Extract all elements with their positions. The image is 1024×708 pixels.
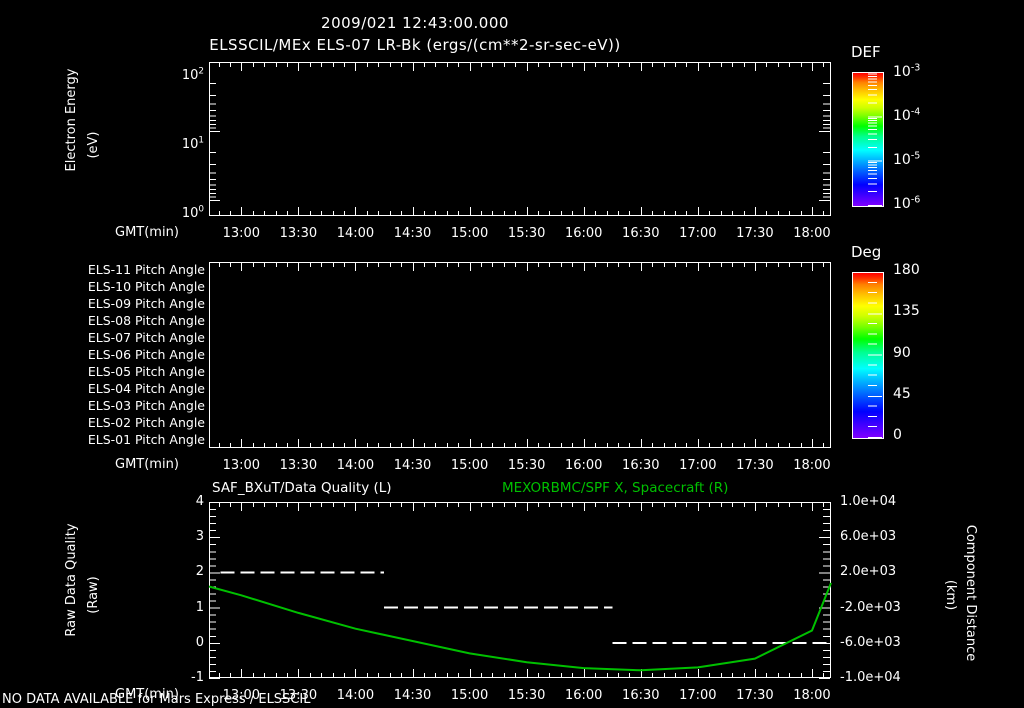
xtick-label: 18:00	[793, 458, 831, 473]
panel3-ytitle-left-line2: (Raw)	[86, 576, 101, 614]
colorbar-def-label-4: 10-4	[893, 106, 921, 124]
panel3-plot-area[interactable]	[199, 495, 859, 690]
colorbar-def-title: DEF	[851, 43, 881, 61]
pitch-angle-row-label: ELS-10 Pitch Angle	[87, 279, 205, 295]
xtick-label: 17:00	[679, 688, 717, 703]
xtick-label: 17:30	[736, 226, 774, 241]
xtick-label: 14:00	[336, 226, 375, 241]
pitch-angle-row-label: ELS-08 Pitch Angle	[87, 313, 205, 329]
xtick-label: 15:30	[507, 458, 546, 473]
panel3-ytitle-right-line1: Component Distance	[963, 524, 978, 662]
colorbar-deg-label: 135	[893, 303, 920, 320]
no-data-status-message: NO DATA AVAILABLE for Mars Express / ELS…	[2, 692, 311, 707]
xtick-label: 15:30	[507, 688, 546, 703]
panel3-ytick-left: 1	[195, 599, 204, 615]
xtick-label: 13:30	[279, 688, 318, 703]
xtick-label: 18:00	[793, 226, 831, 241]
colorbar-deg-label: 0	[893, 427, 902, 443]
panel-data-quality[interactable]	[209, 502, 831, 678]
panel3-ytick-left: 4	[195, 494, 204, 509]
panel3-ytick-right: 1.0e+04	[840, 494, 897, 509]
xtick-label: 16:00	[564, 458, 603, 473]
panel3-ytick-right: 2.0e+03	[840, 564, 897, 580]
panel1-ytick-1: 101	[181, 135, 204, 152]
plot-subtitle: ELSSCIL/MEx ELS-07 LR-Bk (ergs/(cm**2-sr…	[209, 36, 621, 54]
colorbar-deg-label: 90	[893, 344, 911, 361]
panel1-ytitle-line2: (eV)	[86, 131, 101, 159]
xtick-label: 13:00	[222, 458, 261, 473]
xtick-label: 16:30	[622, 688, 660, 703]
pitch-angle-row-label: ELS-11 Pitch Angle	[87, 262, 205, 278]
panel3-ytick-left: 0	[195, 634, 204, 650]
panel3-ytick-right: -6.0e+03	[840, 634, 901, 650]
xtick-label: 17:30	[736, 688, 774, 703]
pitch-angle-row-label: ELS-04 Pitch Angle	[87, 380, 205, 396]
colorbar-deg-label: 45	[893, 385, 911, 402]
colorbar-def-ticks	[868, 72, 882, 206]
panel3-xaxis-label: GMT(min)	[115, 687, 179, 702]
panel3-ytick-left: 2	[195, 564, 204, 580]
xtick-label: 16:30	[622, 458, 660, 473]
panel3-ytick-right: 6.0e+03	[840, 529, 897, 545]
panel2-xaxis-label: GMT(min)	[115, 457, 179, 472]
xtick-label: 13:00	[222, 688, 261, 703]
panel-electron-energy[interactable]	[209, 62, 831, 216]
xtick-label: 14:30	[393, 226, 432, 241]
xtick-label: 17:00	[679, 458, 717, 473]
panel1-axis-ticks	[209, 62, 830, 216]
panel3-ytick-left: -1	[191, 670, 204, 685]
panel3-ytitle-right-line2: (km)	[943, 579, 958, 611]
xtick-label: 13:00	[222, 226, 261, 241]
pitch-angle-row-label: ELS-02 Pitch Angle	[87, 414, 205, 430]
panel3-ytitle-left-line1: Raw Data Quality	[64, 523, 79, 637]
colorbar-deg-label: 180	[893, 262, 920, 278]
plot-timestamp-title: 2009/021 12:43:00.000	[321, 14, 509, 32]
panel1-xaxis-label: GMT(min)	[115, 225, 179, 240]
xtick-label: 15:00	[450, 688, 489, 703]
pitch-angle-row-label: ELS-09 Pitch Angle	[87, 296, 205, 312]
xtick-label: 13:30	[279, 226, 318, 241]
panel-pitch-angles[interactable]	[209, 262, 831, 448]
panel3-legend-right: MEXORBMC/SPF X, Spacecraft (R)	[502, 480, 729, 496]
xtick-label: 14:00	[336, 458, 375, 473]
pitch-angle-row-label: ELS-07 Pitch Angle	[87, 330, 205, 346]
xtick-label: 16:00	[564, 688, 603, 703]
pitch-angle-row-label: ELS-05 Pitch Angle	[87, 363, 205, 379]
xtick-label: 15:30	[507, 226, 546, 241]
panel3-ytick-right: -1.0e+04	[840, 670, 901, 685]
panel3-ytick-left: 3	[195, 529, 204, 545]
colorbar-deg-title: Deg	[851, 243, 882, 261]
xtick-label: 13:30	[279, 458, 318, 473]
xtick-label: 14:30	[393, 688, 432, 703]
xtick-label: 15:00	[450, 458, 489, 473]
colorbar-def-label-6: 10-6	[893, 194, 921, 212]
xtick-label: 16:00	[564, 226, 603, 241]
colorbar-def-label-5: 10-5	[893, 150, 921, 168]
xtick-label: 15:00	[450, 226, 489, 241]
panel2-axis-ticks	[219, 262, 824, 448]
panel3-legend-left: SAF_BXuT/Data Quality (L)	[212, 480, 392, 496]
xtick-label: 14:00	[336, 688, 375, 703]
xtick-label: 17:30	[736, 458, 774, 473]
pitch-angle-row-label: ELS-03 Pitch Angle	[87, 397, 205, 413]
xtick-label: 14:30	[393, 458, 432, 473]
colorbar-def-label-3: 10-3	[893, 62, 921, 80]
xtick-label: 17:00	[679, 226, 717, 241]
xtick-label: 16:30	[622, 226, 660, 241]
colorbar-deg-ticks	[868, 272, 882, 438]
panel3-ytick-right: -2.0e+03	[840, 599, 901, 615]
panel1-ytick-2: 102	[181, 66, 204, 83]
panel1-ytick-0: 100	[181, 204, 204, 221]
pitch-angle-row-label: ELS-06 Pitch Angle	[87, 347, 205, 362]
pitch-angle-row-label: ELS-01 Pitch Angle	[87, 431, 205, 447]
panel1-ytitle-line1: Electron Energy	[64, 68, 79, 172]
xtick-label: 18:00	[793, 688, 831, 703]
